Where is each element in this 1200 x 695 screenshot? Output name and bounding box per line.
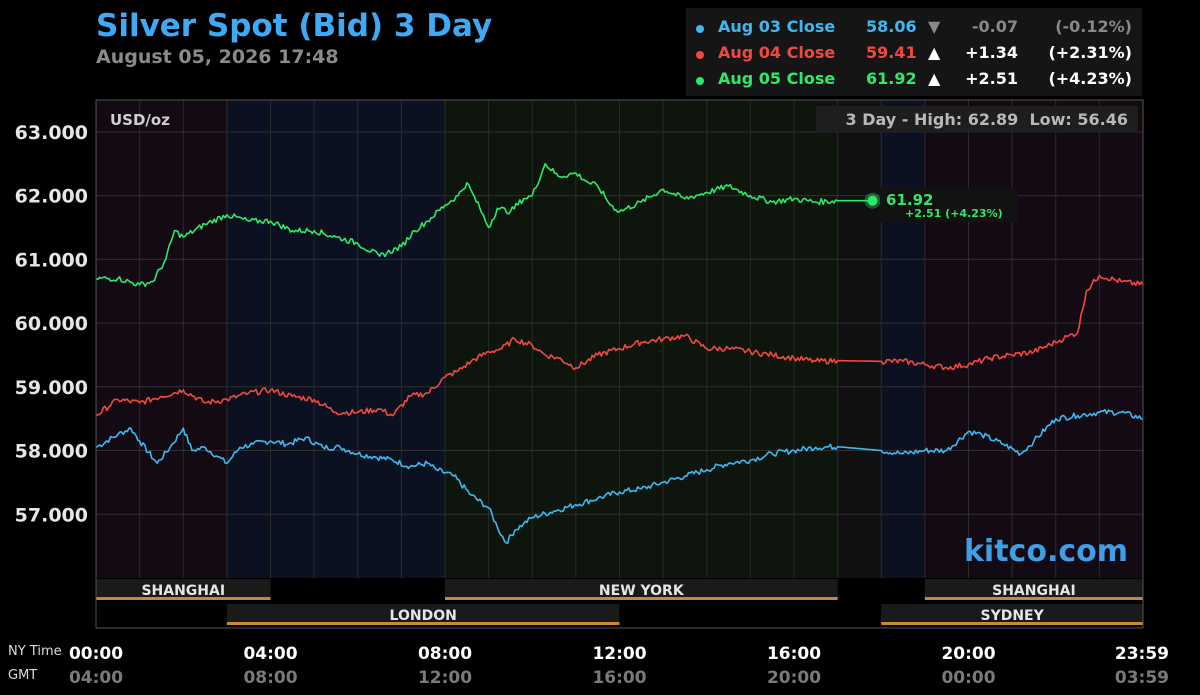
legend-close: 59.41: [866, 43, 917, 62]
up-arrow-icon: ▲: [928, 69, 941, 88]
gmt-tick-label: 16:00: [592, 668, 646, 688]
legend-change: +1.34: [965, 43, 1018, 62]
session-block: [881, 604, 1143, 624]
chart-title: Silver Spot (Bid) 3 Day: [96, 8, 493, 44]
unit-label: USD/oz: [110, 111, 170, 129]
legend-row-aug03: Aug 03 Close 58.06 ▼ -0.07 (-0.12%): [686, 17, 1142, 43]
legend-label: Aug 04 Close: [718, 43, 836, 62]
y-tick-label: 58.000: [15, 441, 88, 463]
session-background-bands: [96, 100, 1143, 628]
session-underline: [881, 622, 1143, 625]
last-price-dot: [867, 195, 878, 206]
gmt-tick-label: 04:00: [69, 668, 123, 688]
last-price-value: 61.92: [886, 191, 933, 209]
last-price-marker: 61.92 +2.51 (+4.23%): [880, 188, 1018, 222]
gmt-label: GMT: [8, 668, 37, 683]
legend-row-aug04: Aug 04 Close 59.41 ▲ +1.34 (+2.31%): [686, 43, 1142, 69]
gmt-tick-label: 20:00: [767, 668, 821, 688]
session-label: SYDNEY: [980, 608, 1044, 624]
legend-label: Aug 05 Close: [718, 69, 836, 88]
y-tick-label: 60.000: [15, 313, 88, 335]
last-price-box: [880, 188, 1018, 222]
session-block: [445, 579, 838, 599]
session-underline: [445, 597, 838, 600]
series-dot-icon: [696, 77, 704, 85]
y-axis: 57.000 58.000 59.000 60.000 61.000 62.000 63.0…: [15, 122, 88, 526]
session-label: LONDON: [390, 608, 457, 624]
legend-label: Aug 03 Close: [718, 17, 836, 36]
session-label: SHANGHAI: [992, 583, 1076, 599]
session-band: [445, 100, 838, 628]
series-dot-icon: [696, 25, 704, 33]
legend-close: 58.06: [866, 17, 917, 36]
legend-change: +2.51: [965, 69, 1018, 88]
down-arrow-icon: ▼: [928, 17, 941, 36]
session-label: NEW YORK: [599, 583, 685, 599]
y-tick-label: 61.000: [15, 249, 88, 271]
ny-tick-label: 23:59: [1115, 644, 1169, 664]
y-tick-label: 59.000: [15, 377, 88, 399]
close-legend: Aug 03 Close 58.06 ▼ -0.07 (-0.12%) Aug …: [686, 8, 1142, 96]
session-underline: [96, 597, 271, 600]
session-block: [226, 604, 620, 624]
high-low-label: 3 Day - High: 62.89 Low: 56.46: [846, 110, 1128, 129]
y-tick-label: 63.000: [15, 122, 88, 144]
legend-change: -0.07: [971, 17, 1018, 36]
series-dot-icon: [696, 51, 704, 59]
session-block: [924, 579, 1143, 599]
gmt-tick-label: 03:59: [1115, 668, 1169, 688]
legend-row-aug05: Aug 05 Close 61.92 ▲ +2.51 (+4.23%): [686, 69, 1142, 95]
x-axis: NY Time GMT 00:00 04:00 04:00 08:00 08:00 12:00…: [8, 644, 1169, 688]
ny-tick-label: 00:00: [69, 644, 123, 664]
ny-tick-label: 04:00: [243, 644, 297, 664]
gmt-tick-label: 12:00: [418, 668, 472, 688]
y-tick-label: 57.000: [15, 504, 88, 526]
session-label: SHANGHAI: [141, 583, 225, 599]
ny-time-label: NY Time: [8, 644, 62, 659]
last-price-change: +2.51 (+4.23%): [905, 207, 1003, 220]
plot-frame: [95, 99, 1144, 629]
price-series: [95, 162, 1144, 544]
ny-tick-label: 12:00: [592, 644, 646, 664]
session-band: [96, 100, 227, 628]
ny-tick-label: 20:00: [941, 644, 995, 664]
kitco-watermark: kitco.com: [964, 534, 1128, 569]
gmt-tick-label: 08:00: [243, 668, 297, 688]
session-band: [226, 100, 445, 628]
legend-percent: (+4.23%): [1048, 69, 1132, 88]
legend-percent: (-0.12%): [1055, 17, 1132, 36]
y-tick-label: 62.000: [15, 186, 88, 208]
series-line-aug-05: [95, 162, 873, 288]
gmt-tick-label: 00:00: [941, 668, 995, 688]
legend-close: 61.92: [866, 69, 917, 88]
chart-timestamp: August 05, 2026 17:48: [96, 46, 339, 68]
ny-tick-label: 16:00: [767, 644, 821, 664]
session-underline: [924, 597, 1143, 600]
ny-tick-label: 08:00: [418, 644, 472, 664]
market-sessions: SHANGHAI NEW YORK SHANGHAI LONDON SYDNEY: [96, 578, 1143, 628]
series-line-aug-03: [95, 408, 1144, 544]
high-low-box: [816, 106, 1138, 132]
session-block: [96, 579, 271, 599]
series-line-aug-04: [95, 274, 1144, 417]
session-underline: [226, 622, 620, 625]
session-band: [837, 100, 882, 628]
up-arrow-icon: ▲: [928, 43, 941, 62]
legend-percent: (+2.31%): [1048, 43, 1132, 62]
